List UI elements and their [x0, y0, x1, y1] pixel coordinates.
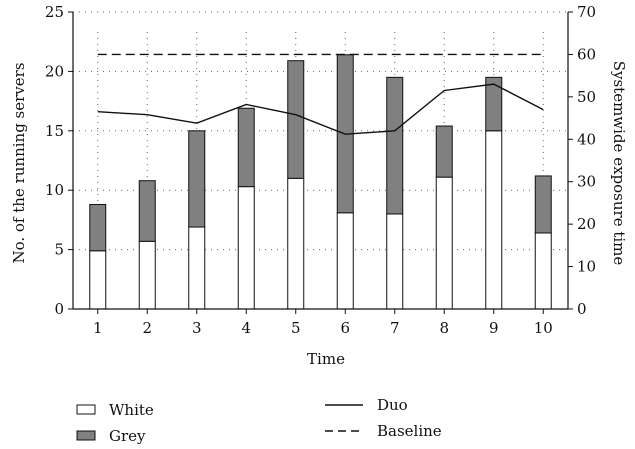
bar-white-6 — [337, 213, 353, 309]
x-tick-label-1: 1 — [93, 319, 103, 337]
x-tick-label-3: 3 — [192, 319, 202, 337]
bar-white-3 — [189, 227, 205, 309]
bar-grey-4 — [238, 108, 254, 186]
bar-grey-7 — [387, 77, 403, 214]
legend-label-grey: Grey — [109, 427, 146, 445]
bar-grey-8 — [436, 126, 452, 177]
y2-tick-label-6: 60 — [577, 45, 596, 63]
bar-grey-1 — [90, 204, 106, 250]
y2-tick-label-3: 30 — [577, 173, 596, 191]
y-axis-title: No. of the running servers — [10, 62, 28, 263]
y2-tick-label-7: 70 — [577, 3, 596, 21]
bar-grey-2 — [139, 181, 155, 242]
x-tick-label-6: 6 — [340, 319, 350, 337]
y2-tick-label-0: 0 — [577, 300, 587, 318]
y-tick-label-4: 20 — [45, 62, 64, 80]
legend-label-duo: Duo — [377, 396, 408, 414]
x-axis-title: Time — [307, 350, 345, 368]
x-tick-label-4: 4 — [241, 319, 251, 337]
x-tick-label-9: 9 — [489, 319, 499, 337]
y-tick-label-0: 0 — [54, 300, 64, 318]
y-tick-label-1: 5 — [54, 241, 64, 259]
line-duo — [98, 84, 544, 134]
bar-white-4 — [238, 187, 254, 309]
bar-white-2 — [139, 241, 155, 309]
y2-axis-title: Systemwide exposure time — [610, 61, 628, 266]
bar-grey-3 — [189, 131, 205, 227]
tick-labels: 0 5 10 15 20 25 0 10 20 30 40 50 60 70 1 2 3 4 5 6 7 8 9 10 — [45, 3, 596, 337]
bar-white-1 — [90, 251, 106, 309]
y2-tick-label-5: 50 — [577, 88, 596, 106]
y-tick-label-5: 25 — [45, 3, 64, 21]
x-tick-label-2: 2 — [142, 319, 152, 337]
legend: White Grey Duo Baseline — [77, 396, 442, 445]
x-tick-label-8: 8 — [439, 319, 449, 337]
bar-white-7 — [387, 214, 403, 309]
legend-label-baseline: Baseline — [377, 422, 442, 440]
legend-swatch-grey — [77, 431, 95, 440]
bar-grey-5 — [288, 61, 304, 179]
bar-white-10 — [535, 233, 551, 309]
x-tick-label-5: 5 — [291, 319, 301, 337]
bar-white-8 — [436, 177, 452, 309]
y2-tick-label-4: 40 — [577, 130, 596, 148]
bar-grey-10 — [535, 176, 551, 233]
x-tick-label-10: 10 — [534, 319, 553, 337]
bars — [90, 55, 552, 309]
legend-swatch-white — [77, 405, 95, 414]
x-tick-label-7: 7 — [390, 319, 400, 337]
y2-tick-label-2: 20 — [577, 215, 596, 233]
y2-tick-label-1: 10 — [577, 258, 596, 276]
bar-white-9 — [486, 131, 502, 309]
y-tick-label-2: 10 — [45, 181, 64, 199]
legend-label-white: White — [109, 401, 154, 419]
bar-white-5 — [288, 178, 304, 309]
series-lines — [98, 54, 544, 134]
y-tick-label-3: 15 — [45, 122, 64, 140]
